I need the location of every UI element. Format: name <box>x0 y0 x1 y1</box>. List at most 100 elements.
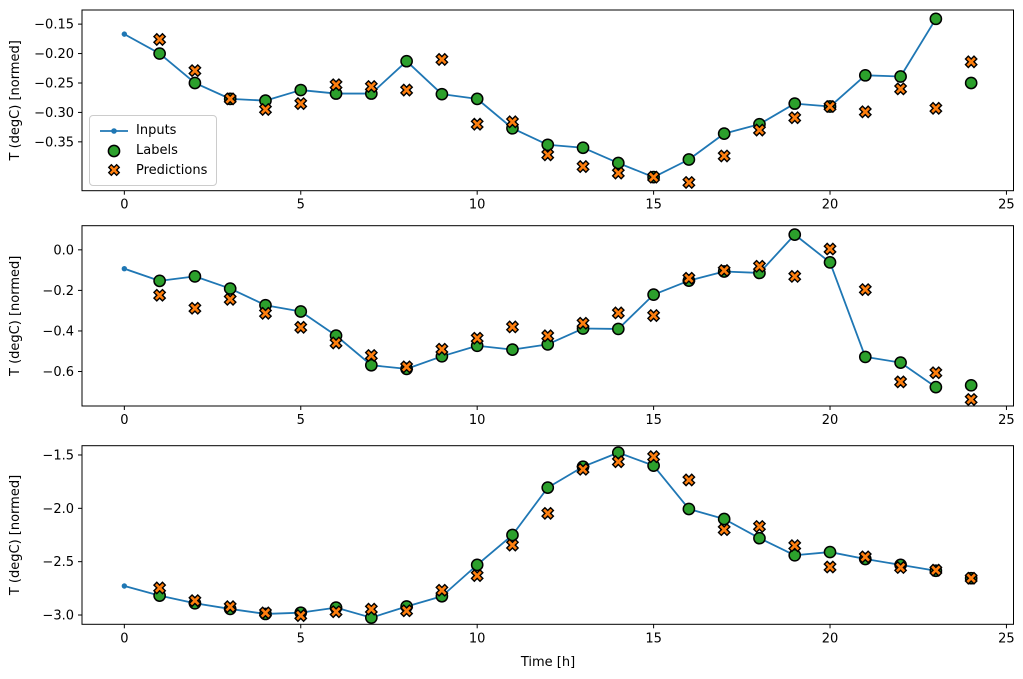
predictions-point <box>541 148 555 162</box>
predictions-point <box>929 366 943 380</box>
predictions-point <box>364 79 378 94</box>
panel-1: −0.15 −0.20 −0.25 −0.30 −0.35 0 5 10 15 20 25 T (de… <box>8 9 1015 213</box>
predictions-point <box>717 149 731 163</box>
x-tick-label: 5 <box>297 413 305 428</box>
predictions-point <box>505 115 520 129</box>
y-tick-label: −0.4 <box>42 324 74 339</box>
x-tick-label: 20 <box>822 413 839 428</box>
predictions-point <box>505 538 520 552</box>
predictions-point <box>788 269 802 284</box>
predictions-point <box>964 571 978 585</box>
predictions-point <box>258 606 273 620</box>
predictions-point <box>576 159 590 174</box>
predictions-point <box>223 292 237 306</box>
labels-point <box>894 356 907 369</box>
predictions-point <box>646 450 661 464</box>
labels-point <box>647 288 660 302</box>
predictions-point <box>470 117 484 131</box>
labels-point <box>929 12 943 26</box>
labels-point <box>294 305 308 318</box>
predictions-point <box>435 342 449 356</box>
y-axis-label: T (degC) [normed] <box>8 475 23 596</box>
predictions-point <box>858 550 872 564</box>
labels-point <box>753 531 766 545</box>
y-tick-label: −0.2 <box>42 284 74 299</box>
labels-point <box>223 282 237 295</box>
x-tick-label: 20 <box>822 631 839 646</box>
predictions-point <box>258 306 273 320</box>
labels-point <box>188 270 202 283</box>
predictions-point <box>188 301 202 315</box>
labels-point <box>964 76 978 90</box>
predictions-point <box>964 392 978 407</box>
y-tick-label: −0.25 <box>34 76 74 91</box>
labels-point <box>717 512 731 526</box>
x-tick-label: 10 <box>469 631 486 646</box>
inputs-line <box>123 18 937 179</box>
y-tick-label: −0.15 <box>34 18 74 33</box>
predictions-point <box>646 170 661 184</box>
x-axis-label: Time [h] <box>520 655 576 670</box>
y-axis-label: T (degC) [normed] <box>8 40 23 161</box>
labels-point <box>788 228 802 241</box>
predictions-point <box>858 105 872 119</box>
predictions-point <box>611 166 625 180</box>
predictions-point <box>717 523 731 537</box>
plot-frame <box>81 445 1014 625</box>
predictions-point <box>294 96 308 111</box>
predictions-point <box>435 583 449 597</box>
x-tick-label: 25 <box>998 631 1015 646</box>
inputs-point <box>121 31 128 37</box>
labels-point <box>541 138 555 152</box>
x-tick-label: 25 <box>998 198 1015 213</box>
predictions-point <box>611 306 625 320</box>
x-tick-label: 15 <box>645 631 662 646</box>
predictions-point <box>858 282 872 297</box>
y-tick-label: −2.0 <box>42 502 74 517</box>
predictions-point <box>646 308 661 323</box>
x-tick-label: 5 <box>297 631 305 646</box>
panel-3: −1.5 −2.0 −2.5 −3.0 0 5 10 15 20 25 T (degC) [norm… <box>8 445 1015 646</box>
inputs-line <box>124 451 937 619</box>
predictions-point <box>399 83 414 97</box>
line-dot-icon <box>100 128 128 134</box>
predictions-point <box>717 263 731 278</box>
labels-point <box>470 92 484 106</box>
labels-point <box>541 481 555 494</box>
plot-frame <box>81 225 1014 407</box>
labels-point <box>294 83 308 97</box>
labels-point <box>400 54 413 68</box>
labels-point <box>964 378 978 392</box>
predictions-point <box>470 568 484 583</box>
y-axis-label: T (degC) [normed] <box>8 256 23 377</box>
predictions-point <box>329 336 343 350</box>
predictions-point <box>752 259 767 273</box>
predictions-point <box>329 78 343 92</box>
labels-point <box>858 68 872 82</box>
predictions-point <box>823 560 837 574</box>
predictions-point <box>752 123 767 137</box>
labels-point <box>435 87 449 101</box>
x-tick-label: 0 <box>120 413 128 428</box>
predictions-point <box>823 99 837 114</box>
labels-point <box>823 256 837 269</box>
predictions-point <box>823 242 837 256</box>
inputs-point <box>121 265 128 272</box>
predictions-point <box>576 462 590 476</box>
x-tick-label: 10 <box>469 413 486 428</box>
predictions-point <box>788 539 802 553</box>
predictions-point <box>364 602 378 616</box>
panel-2: 0.0 −0.2 −0.4 −0.6 0 5 10 15 20 25 T (degC) [norme… <box>8 225 1015 428</box>
y-tick-label: −2.5 <box>42 555 74 570</box>
labels-point <box>576 141 590 155</box>
labels-point <box>788 548 802 562</box>
predictions-point <box>258 102 273 117</box>
predictions-point <box>893 560 908 575</box>
legend-label-inputs: Inputs <box>136 123 177 139</box>
predictions-point <box>505 320 520 334</box>
labels-point <box>894 70 907 83</box>
labels-point <box>682 153 696 166</box>
labels-point <box>470 558 484 572</box>
legend-item-labels: Labels <box>99 141 207 161</box>
